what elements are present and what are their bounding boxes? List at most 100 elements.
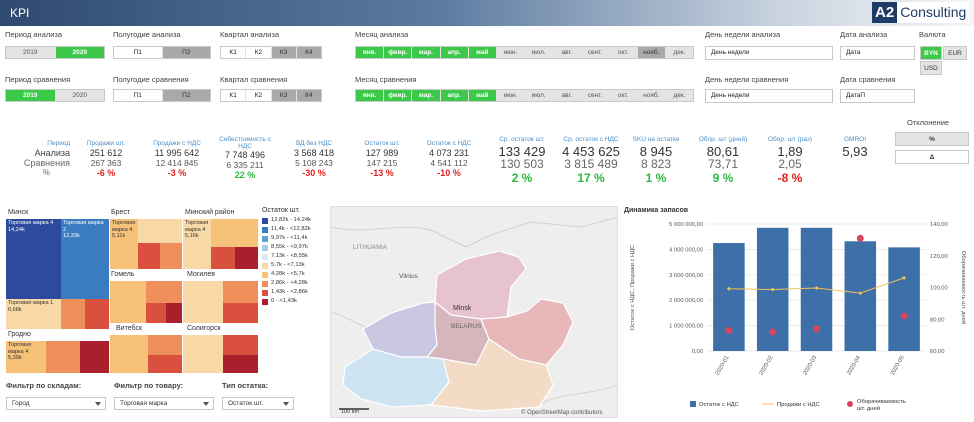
month-compare-jan[interactable]: янв. (356, 90, 385, 101)
treemap-cell[interactable] (110, 281, 146, 323)
treemap-cell[interactable] (61, 299, 85, 329)
date-analysis-field[interactable]: Дата (840, 46, 915, 60)
treemap-cell[interactable] (148, 355, 182, 373)
weekday-compare-field[interactable]: День недели (705, 89, 833, 103)
halfyear-compare-p1[interactable]: П1 (114, 90, 163, 101)
treemap-cell[interactable]: Торговая марка 4 5,39k (6, 341, 46, 373)
month-compare-feb[interactable]: февр. (384, 90, 413, 101)
halfyear-analysis-selector[interactable]: П1 П2 (113, 46, 211, 59)
period-compare-2020[interactable]: 2020 (55, 90, 104, 101)
month-compare-dec[interactable]: дек. (665, 90, 694, 101)
map-region-gomel[interactable] (429, 338, 554, 412)
treemap-cell[interactable] (183, 335, 223, 373)
month-analysis-sep[interactable]: сент. (581, 47, 610, 58)
period-analysis-2020[interactable]: 2020 (55, 47, 104, 58)
month-compare-nov[interactable]: нояб. (637, 90, 666, 101)
treemap-cell[interactable] (223, 335, 258, 355)
halfyear-analysis-p2[interactable]: П2 (162, 47, 210, 58)
treemap-cell[interactable]: Торговая марка 2 12,33k (61, 219, 109, 299)
inventory-chart[interactable]: 0,00 1 000 000,00 2 000 000,00 3 000 000,00… (622, 206, 972, 418)
month-analysis-oct[interactable]: окт. (609, 47, 638, 58)
treemap-cell[interactable] (110, 335, 148, 373)
halfyear-compare-selector[interactable]: П1 П2 (113, 89, 211, 102)
period-compare-selector[interactable]: 2019 2020 (5, 89, 105, 102)
kpi-turnover-days: Обор. шт (дней) 80,61 73,71 9 % (690, 136, 756, 185)
treemap-cell[interactable] (138, 243, 160, 269)
treemap-cell[interactable] (235, 247, 258, 269)
month-analysis-mar[interactable]: мар. (412, 47, 441, 58)
treemap-cell[interactable] (146, 303, 166, 323)
map-region-vitebsk[interactable] (434, 250, 527, 320)
quarter-compare-k3[interactable]: К3 (271, 90, 297, 101)
month-analysis-jun[interactable]: июн. (496, 47, 526, 58)
quarter-compare-k4[interactable]: К4 (296, 90, 321, 101)
treemap-cell[interactable] (160, 243, 182, 269)
treemap-cell[interactable] (223, 303, 258, 323)
warehouse-filter-dropdown[interactable]: Город (6, 397, 106, 410)
currency-byn[interactable]: BYN (920, 46, 942, 60)
legend-swatch (262, 289, 268, 296)
month-compare-may[interactable]: май (468, 90, 497, 101)
currency-eur[interactable]: EUR (943, 46, 967, 60)
treemap-cell[interactable]: Торговая марка 1 6,68k (6, 299, 61, 329)
quarter-analysis-k3[interactable]: К3 (271, 47, 297, 58)
treemap-cell[interactable] (148, 335, 182, 355)
treemap-cell[interactable] (223, 281, 258, 303)
currency-usd[interactable]: USD (920, 61, 942, 75)
month-compare-jun[interactable]: июн. (496, 90, 526, 101)
month-compare-jul[interactable]: июл. (525, 90, 554, 101)
regional-map[interactable]: LITHUANIA Vilnius Minsk BELARUS 100 km ©… (330, 206, 618, 418)
deviation-delta-button[interactable]: Δ (895, 150, 969, 164)
month-analysis-nov[interactable]: нояб. (637, 47, 666, 58)
month-analysis-apr[interactable]: апр. (440, 47, 469, 58)
quarter-analysis-k4[interactable]: К4 (296, 47, 321, 58)
treemap-cell[interactable] (166, 303, 182, 323)
quarter-analysis-k2[interactable]: К2 (246, 47, 272, 58)
month-analysis-jul[interactable]: июл. (525, 47, 554, 58)
product-filter-value: Торговая марка (120, 400, 168, 407)
period-analysis-2019[interactable]: 2019 (6, 47, 56, 58)
map-region-brest[interactable] (342, 348, 450, 408)
halfyear-compare-p2[interactable]: П2 (162, 90, 210, 101)
treemap-cell[interactable] (146, 281, 182, 303)
quarter-compare-k1[interactable]: К1 (221, 90, 247, 101)
stock-type-dropdown[interactable]: Остаток шт. (222, 397, 294, 410)
month-analysis-jan[interactable]: янв. (356, 47, 385, 58)
deviation-percent-button[interactable]: % (895, 132, 969, 146)
legend-item: 2,86k - <4,28k (262, 280, 328, 287)
halfyear-analysis-p1[interactable]: П1 (114, 47, 163, 58)
quarter-compare-k2[interactable]: К2 (246, 90, 272, 101)
month-compare-sep[interactable]: сент. (581, 90, 610, 101)
weekday-analysis-field[interactable]: День недели (705, 46, 833, 60)
product-filter-dropdown[interactable]: Торговая марка (114, 397, 214, 410)
treemap-cell[interactable] (223, 355, 258, 373)
treemap-cell[interactable]: Торговая марка 4 5,11k (110, 219, 138, 269)
date-compare-field[interactable]: ДатаП (840, 89, 915, 103)
quarter-compare-selector[interactable]: К1 К2 К3 К4 (220, 89, 322, 102)
month-analysis-feb[interactable]: февр. (384, 47, 413, 58)
month-compare-oct[interactable]: окт. (609, 90, 638, 101)
treemap-cell[interactable] (85, 299, 109, 329)
month-compare-mar[interactable]: мар. (412, 90, 441, 101)
quarter-analysis-selector[interactable]: К1 К2 К3 К4 (220, 46, 322, 59)
treemap-cell[interactable]: Торговая марка 4 5,16k (183, 219, 211, 269)
treemap[interactable]: Минск Торговая марка 4 14,24k Торговая ма… (6, 208, 258, 373)
month-compare-selector[interactable]: янв. февр. мар. апр. май июн. июл. авг. … (355, 89, 694, 102)
month-analysis-selector[interactable]: янв. февр. мар. апр. май июн. июл. авг. … (355, 46, 694, 59)
quarter-analysis-k1[interactable]: К1 (221, 47, 247, 58)
month-analysis-dec[interactable]: дек. (665, 47, 694, 58)
month-compare-aug[interactable]: авг. (553, 90, 582, 101)
month-compare-apr[interactable]: апр. (440, 90, 469, 101)
month-analysis-may[interactable]: май (468, 47, 497, 58)
period-analysis-selector[interactable]: 2019 2020 (5, 46, 105, 59)
treemap-cell[interactable] (80, 341, 109, 373)
treemap-cell[interactable] (46, 341, 80, 373)
treemap-cell[interactable] (211, 219, 258, 247)
title-bar (0, 0, 974, 26)
treemap-cell[interactable] (211, 247, 235, 269)
treemap-cell[interactable]: Торговая марка 4 14,24k (6, 219, 61, 299)
period-compare-2019[interactable]: 2019 (6, 90, 56, 101)
month-analysis-aug[interactable]: авг. (553, 47, 582, 58)
treemap-cell[interactable] (138, 219, 182, 243)
treemap-cell[interactable] (183, 281, 223, 323)
